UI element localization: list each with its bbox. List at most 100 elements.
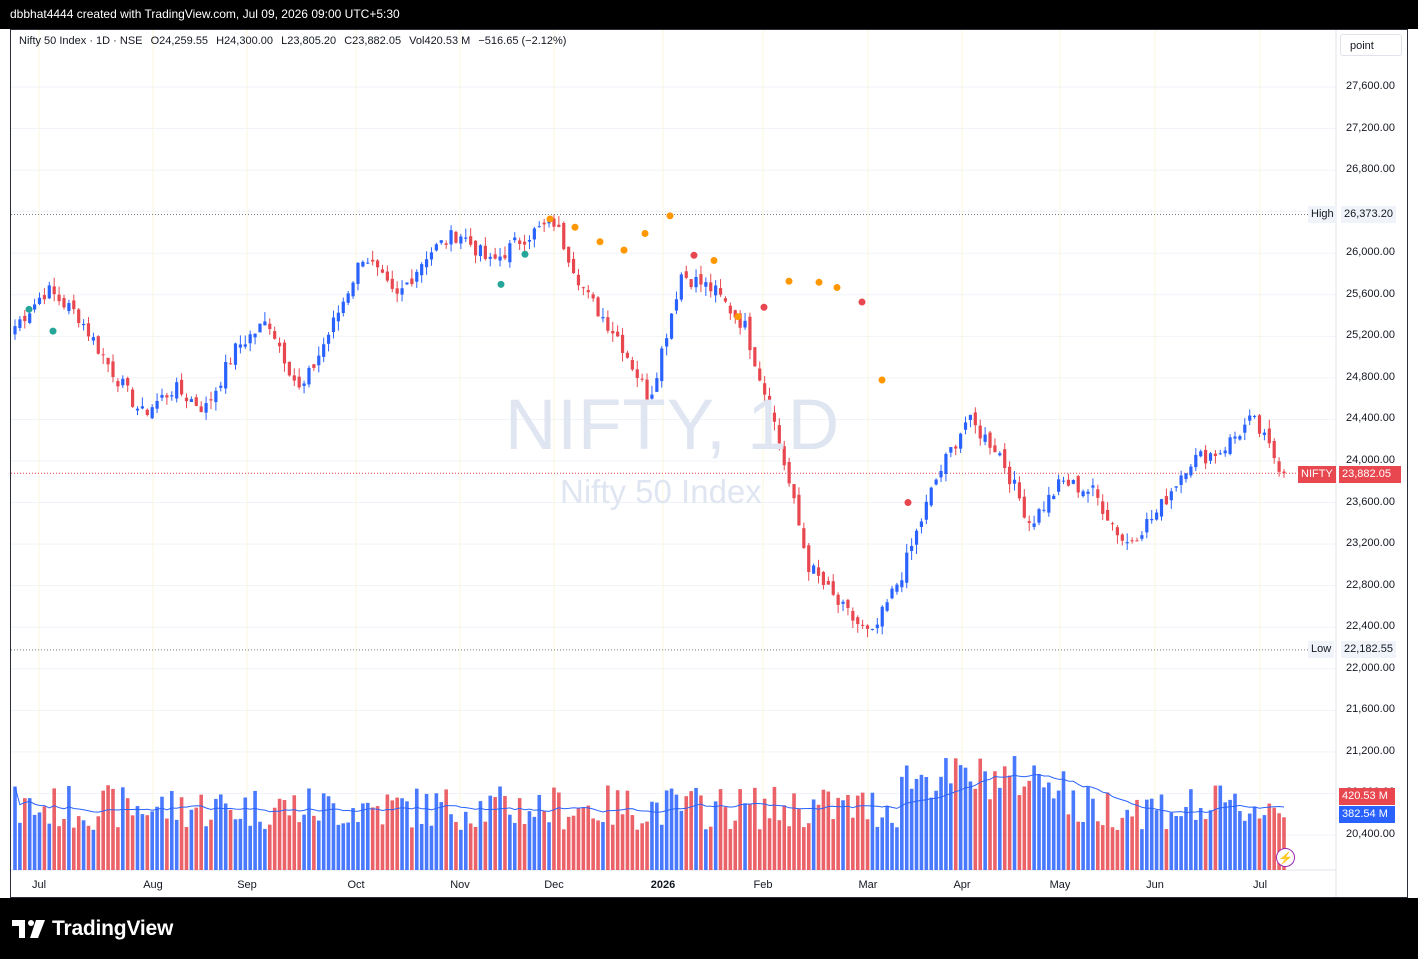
volume-bar	[547, 822, 551, 870]
volume-bar	[419, 823, 424, 870]
volume-bar	[312, 815, 316, 870]
price-axis-label: 26,800.00	[1346, 163, 1395, 176]
candle-body	[238, 344, 242, 348]
volume-bar	[1042, 787, 1046, 870]
volume-bar	[659, 824, 664, 870]
candle-body	[258, 323, 262, 333]
volume-bar	[76, 816, 81, 870]
candle-body	[130, 389, 135, 407]
candle-body	[581, 287, 585, 289]
candle-body	[1145, 519, 1149, 533]
volume-bar	[767, 818, 772, 870]
scale-mode-button[interactable]: point	[1340, 34, 1402, 56]
volume-bar	[934, 790, 938, 870]
candle-body	[116, 381, 120, 387]
candle-body	[72, 300, 76, 310]
candle-body	[415, 271, 419, 282]
candle-body	[1047, 494, 1051, 513]
volume-bar	[1071, 790, 1076, 870]
volume-bar	[743, 803, 747, 870]
volume-bar	[13, 786, 17, 870]
candle-body	[895, 584, 899, 592]
candle-body	[1037, 509, 1041, 523]
volume-bar	[836, 797, 840, 870]
candle-body	[273, 331, 277, 339]
candle-body	[968, 414, 973, 420]
volume-bar	[1135, 799, 1139, 870]
volume-bar	[718, 789, 723, 870]
low-label-tag: Low	[1308, 641, 1335, 658]
candle-body	[410, 278, 414, 285]
volume-bar	[748, 803, 752, 870]
candle-body	[28, 313, 32, 323]
candle-body	[655, 378, 659, 392]
candle-body	[194, 397, 198, 406]
volume-bar	[385, 794, 390, 870]
volume-bar	[356, 822, 360, 870]
candle-body	[478, 245, 483, 257]
candle-body	[390, 278, 394, 289]
volume-bar	[993, 771, 997, 870]
candle-body	[704, 282, 708, 287]
signal-dot	[497, 280, 505, 288]
price-axis-label: 27,200.00	[1346, 121, 1395, 134]
volume-bar	[361, 803, 365, 870]
candle-body	[503, 255, 507, 259]
candle-body	[375, 260, 380, 268]
volume-bar	[1179, 816, 1183, 870]
signal-dot	[546, 215, 554, 223]
candle-body	[586, 290, 590, 293]
volume-bar	[895, 827, 899, 870]
candle-body	[106, 357, 110, 365]
volume-bar	[606, 785, 610, 870]
volume-bar	[307, 788, 311, 870]
candle-body	[135, 408, 140, 411]
volume-bar	[846, 795, 850, 870]
candle-body	[532, 228, 536, 240]
candle-body	[297, 376, 301, 388]
candle-body	[954, 446, 958, 449]
candle-body	[1262, 432, 1267, 435]
candle-body	[91, 337, 95, 341]
volume-bar	[1198, 807, 1203, 870]
volume-bar	[532, 816, 537, 870]
candle-body	[856, 617, 860, 625]
volume-bar	[689, 791, 693, 870]
candle-body	[1277, 461, 1281, 472]
volume-bar	[674, 794, 679, 870]
chart-canvas[interactable]	[11, 30, 1408, 898]
candle-body	[522, 241, 527, 245]
volume-bar	[645, 821, 649, 870]
volume-bar	[400, 798, 404, 870]
candle-body	[1248, 415, 1252, 421]
candle-body	[694, 277, 698, 288]
volume-bar	[1140, 829, 1144, 870]
candle-body	[150, 407, 154, 419]
candle-body	[1213, 453, 1218, 456]
volume-bar	[223, 803, 228, 870]
volume-bar	[728, 829, 733, 870]
candle-body	[748, 316, 752, 351]
volume-bar	[468, 823, 473, 870]
candle-body	[944, 454, 948, 474]
volume-bar	[733, 820, 738, 870]
volume-bar	[414, 788, 419, 870]
volume-bar	[1208, 810, 1213, 870]
candle-body	[331, 317, 336, 332]
candle-body	[473, 240, 478, 256]
candle-body	[753, 347, 757, 367]
candle-body	[37, 297, 42, 304]
candle-body	[1184, 473, 1188, 480]
volume-bar	[243, 797, 248, 870]
chart-pane[interactable]: NIFTY, 1D Nifty 50 Index Nifty 50 Index …	[10, 29, 1408, 898]
candle-body	[807, 545, 811, 573]
volume-bar	[165, 818, 169, 870]
candle-body	[429, 252, 434, 260]
lightning-icon[interactable]: ⚡	[1276, 848, 1295, 867]
time-axis-label: Oct	[347, 879, 365, 891]
volume-bar	[321, 793, 326, 870]
volume-bar	[635, 829, 640, 870]
legend-symbol[interactable]: Nifty 50 Index · 1D · NSE	[19, 35, 143, 47]
candle-body	[263, 321, 267, 326]
candle-body	[1003, 449, 1007, 469]
